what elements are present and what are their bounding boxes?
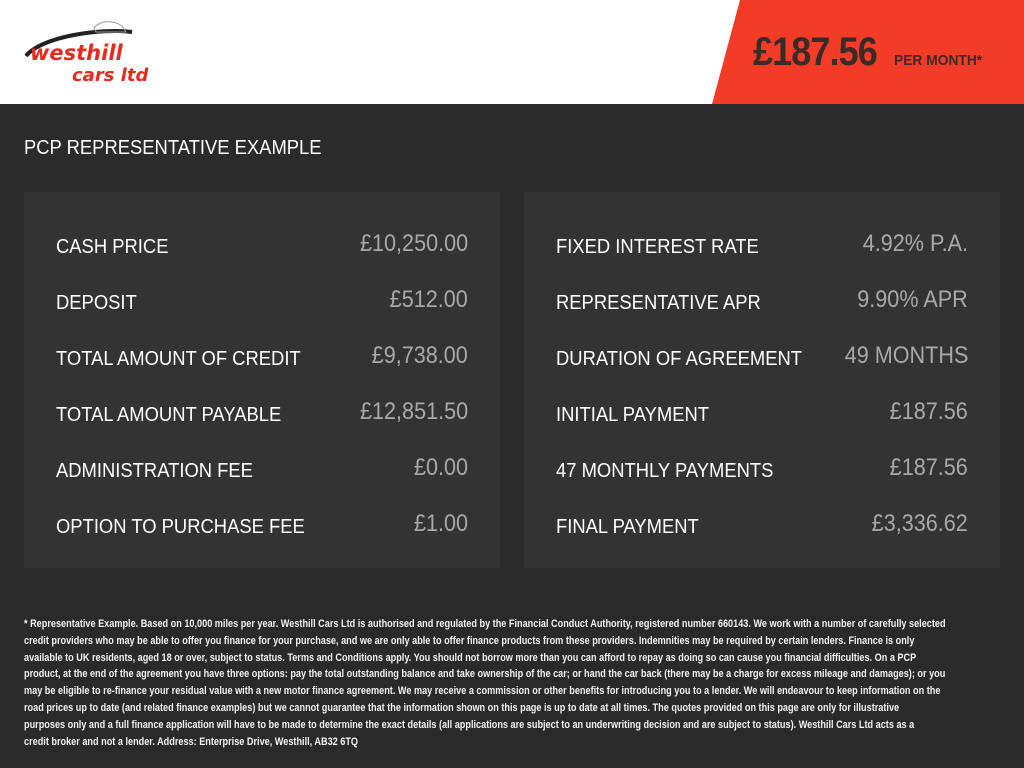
finance-details-right: FIXED INTEREST RATE 4.92% P.A. REPRESENTAT… bbox=[524, 192, 1000, 568]
disclaimer-line: * Representative Example. Based on 10,00… bbox=[24, 618, 946, 630]
finance-value: £12,851.50 bbox=[359, 398, 468, 425]
finance-label: FINAL PAYMENT bbox=[556, 516, 699, 538]
finance-row: REPRESENTATIVE APR 9.90% APR bbox=[556, 284, 968, 314]
finance-row: 47 MONTHLY PAYMENTS £187.56 bbox=[556, 452, 968, 482]
disclaimer-line: product, at the end of the agreement you… bbox=[24, 668, 946, 681]
westhill-cars-logo: westhill cars ltd bbox=[24, 21, 149, 86]
finance-row: CASH PRICE £10,250.00 bbox=[56, 228, 468, 258]
finance-label: CASH PRICE bbox=[56, 236, 169, 258]
finance-row: INITIAL PAYMENT £187.56 bbox=[556, 396, 968, 426]
finance-row: DEPOSIT £512.00 bbox=[56, 284, 468, 314]
finance-row: FINAL PAYMENT £3,336.62 bbox=[556, 508, 968, 538]
svg-text:westhill: westhill bbox=[30, 41, 124, 65]
disclaimer-line: credit broker and not a lender. Address:… bbox=[24, 735, 359, 748]
disclaimer-line: may be eligible to re-finance your resid… bbox=[24, 685, 941, 698]
finance-value: £9,738.00 bbox=[371, 342, 468, 369]
finance-value: £1.00 bbox=[413, 510, 468, 537]
finance-label: OPTION TO PURCHASE FEE bbox=[56, 516, 305, 538]
finance-value: £187.56 bbox=[889, 398, 968, 425]
page-title: PCP REPRESENTATIVE EXAMPLE bbox=[24, 137, 322, 159]
finance-row: DURATION OF AGREEMENT 49 MONTHS bbox=[556, 340, 968, 370]
finance-value: 9.90% APR bbox=[857, 286, 968, 313]
finance-label: DURATION OF AGREEMENT bbox=[556, 348, 803, 370]
finance-label: FIXED INTEREST RATE bbox=[556, 236, 759, 258]
disclaimer-line: purposes only and a full finance applica… bbox=[24, 718, 915, 731]
finance-label: REPRESENTATIVE APR bbox=[556, 292, 761, 314]
finance-label: TOTAL AMOUNT PAYABLE bbox=[56, 404, 282, 426]
finance-label: TOTAL AMOUNT OF CREDIT bbox=[56, 348, 301, 370]
finance-value: £0.00 bbox=[413, 454, 468, 481]
finance-label: 47 MONTHLY PAYMENTS bbox=[556, 460, 774, 482]
finance-row: FIXED INTEREST RATE 4.92% P.A. bbox=[556, 228, 968, 258]
finance-label: INITIAL PAYMENT bbox=[556, 404, 710, 426]
finance-label: DEPOSIT bbox=[56, 292, 137, 314]
finance-row: OPTION TO PURCHASE FEE £1.00 bbox=[56, 508, 468, 538]
finance-value: £187.56 bbox=[889, 454, 968, 481]
finance-row: TOTAL AMOUNT OF CREDIT £9,738.00 bbox=[56, 340, 468, 370]
price-banner bbox=[712, 0, 1024, 104]
finance-details-left: CASH PRICE £10,250.00 DEPOSIT £512.00 TOTAL … bbox=[24, 192, 500, 568]
finance-value: 49 MONTHS bbox=[844, 342, 968, 369]
finance-value: 4.92% P.A. bbox=[862, 230, 968, 257]
finance-value: £10,250.00 bbox=[359, 230, 468, 257]
finance-label: ADMINISTRATION FEE bbox=[56, 460, 253, 482]
disclaimer-line: road prices up to date (and related fina… bbox=[24, 701, 900, 714]
finance-row: TOTAL AMOUNT PAYABLE £12,851.50 bbox=[56, 396, 468, 426]
finance-value: £3,336.62 bbox=[871, 510, 968, 537]
disclaimer-line: available to UK residents, aged 18 or ov… bbox=[24, 651, 917, 664]
monthly-price: £187.56 bbox=[753, 30, 878, 74]
disclaimer-line: credit providers who may be able to offe… bbox=[24, 634, 915, 647]
disclaimer: * Representative Example. Based on 10,00… bbox=[0, 592, 1024, 768]
finance-value: £512.00 bbox=[389, 286, 468, 313]
finance-row: ADMINISTRATION FEE £0.00 bbox=[56, 452, 468, 482]
per-month-label: PER MONTH* bbox=[894, 52, 983, 69]
svg-text:cars ltd: cars ltd bbox=[72, 65, 149, 86]
